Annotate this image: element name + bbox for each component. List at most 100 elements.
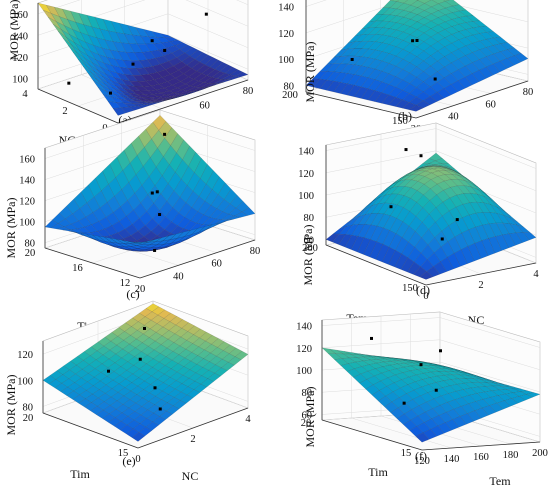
surface-cell (156, 318, 171, 328)
x-tick-label: 4 (245, 414, 251, 425)
z-tick-label: 100 (278, 55, 294, 66)
surface-cell (391, 397, 406, 409)
surface-cell (128, 92, 142, 98)
surface-cell (191, 226, 205, 235)
response-surface (42, 303, 249, 442)
surface-cell (440, 393, 456, 403)
data-point (402, 401, 406, 405)
surface-cell (489, 204, 504, 216)
z-tick-label: 80 (23, 402, 34, 413)
surface-cell (335, 353, 350, 359)
surface-cell (141, 346, 155, 356)
y-tick-label: 150 (392, 116, 408, 127)
surface-cell (234, 211, 249, 218)
surface-cell (354, 27, 370, 37)
surface-cell (319, 63, 335, 72)
z-tick-label: 140 (296, 322, 312, 333)
surface-cell (502, 233, 516, 249)
surface-cell (197, 349, 211, 359)
surface-cell (412, 395, 427, 406)
surface-cell (122, 240, 136, 244)
surface-cell (420, 165, 434, 169)
surface-cell (134, 241, 148, 244)
z-tick-label: 120 (12, 53, 28, 64)
surface-cell (452, 416, 467, 428)
x-tick-label: 60 (199, 100, 210, 111)
surface-cell (368, 362, 384, 369)
surface-cell (508, 232, 523, 246)
surface-cell (215, 359, 229, 368)
surface-cell (496, 400, 511, 410)
surface-cell (234, 350, 249, 360)
surface-cell (312, 71, 328, 80)
surface-cell (409, 426, 424, 437)
surface-cell (471, 382, 486, 388)
surface-cell (160, 61, 174, 70)
data-point (419, 363, 423, 367)
surface-cell (401, 102, 417, 110)
surface-cell (341, 357, 356, 364)
surface-cell (102, 94, 117, 103)
data-point (434, 388, 438, 392)
x-tick-label: 4 (533, 269, 539, 280)
surface-cell (128, 43, 143, 53)
surface-cell (128, 402, 143, 412)
z-tick-label: 80 (284, 81, 295, 92)
z-tick-label: 120 (298, 169, 314, 180)
surface-cell (176, 366, 191, 376)
data-point (153, 248, 157, 252)
surface-cell (457, 378, 473, 384)
surface-cell (186, 389, 201, 399)
y-tick-label: 150 (402, 283, 418, 294)
surface-cell (141, 401, 155, 411)
x-tick-label: 160 (473, 452, 489, 463)
surface-cell (468, 401, 483, 411)
surface-cell (147, 89, 162, 95)
surface-cell (127, 356, 141, 366)
response-surface (37, 2, 249, 116)
surface-cell (125, 428, 140, 438)
surface-cell (168, 324, 183, 334)
surface-cell (433, 261, 447, 275)
surface-cell (185, 343, 199, 353)
x-axis-line (137, 407, 249, 449)
surface-cell (353, 86, 369, 99)
surface-cell (465, 178, 479, 188)
panel-label: (b) (398, 109, 412, 123)
surface-cell (434, 165, 448, 168)
surface-cell (162, 74, 176, 82)
surface-cell (475, 399, 490, 409)
chart-panel-c: 2040608012162080100120140160WRTimMOR (MP… (4, 109, 260, 333)
surface-cell (183, 228, 198, 237)
z-axis-label: MOR (MPa) (303, 386, 317, 447)
surface-cell (178, 234, 192, 242)
z-tick-label: 100 (19, 218, 35, 229)
surface-cell (42, 375, 57, 385)
surface-cell (144, 375, 158, 385)
z-tick-label: 80 (302, 388, 313, 399)
surface-cell (105, 241, 119, 247)
surface-cell (490, 199, 505, 212)
y-tick-label: 2 (62, 106, 67, 117)
data-point (143, 326, 146, 330)
data-point (131, 62, 135, 66)
z-tick-label: 100 (298, 191, 314, 202)
data-point (419, 154, 423, 158)
surface-cell (83, 346, 98, 356)
surface-cell (445, 419, 460, 431)
z-tick-label: 160 (19, 155, 35, 166)
surface-cell (156, 382, 170, 392)
surface-cell (354, 48, 369, 57)
surface-cell (199, 331, 213, 342)
surface-cell (135, 67, 150, 76)
surface-cell (388, 97, 403, 107)
surface-cell (340, 73, 355, 84)
surface-cell (449, 194, 464, 208)
x-axis-line (421, 441, 541, 451)
surface-cell (458, 175, 472, 184)
surface-cell (449, 384, 464, 392)
surface-cell (430, 425, 445, 437)
surface-cell (381, 94, 396, 106)
surface-cell (342, 353, 358, 359)
